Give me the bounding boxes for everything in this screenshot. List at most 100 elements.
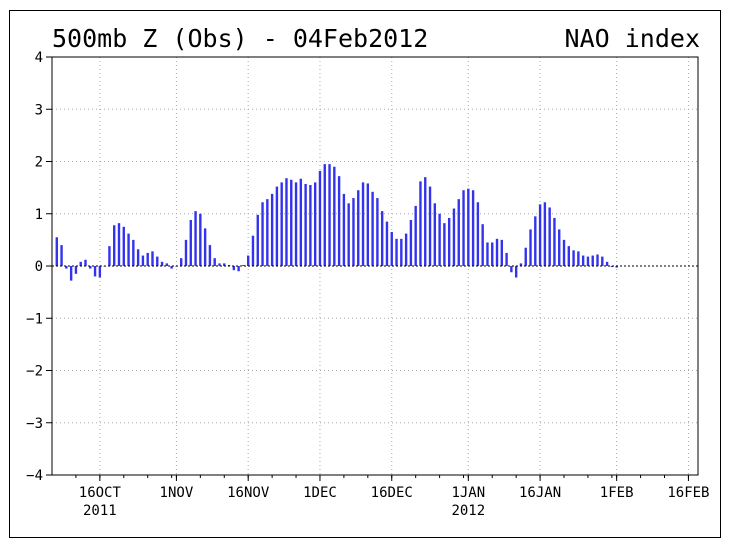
- bar: [261, 202, 264, 266]
- bar: [476, 202, 480, 266]
- bar: [414, 205, 417, 266]
- bar: [357, 190, 360, 266]
- bar: [194, 211, 197, 266]
- bar: [486, 242, 489, 266]
- bar: [424, 177, 427, 266]
- x-tick-year-label: 2011: [83, 503, 117, 519]
- bar: [98, 266, 102, 278]
- bar: [395, 238, 398, 266]
- bar: [280, 182, 283, 266]
- bar: [596, 254, 599, 266]
- bar: [132, 239, 135, 266]
- y-tick-label: 1: [35, 207, 43, 223]
- bar: [601, 256, 604, 266]
- bar: [223, 263, 226, 266]
- bar: [495, 238, 499, 266]
- bar: [294, 182, 298, 266]
- x-tick-label: 16DEC: [371, 485, 413, 501]
- bar: [581, 255, 585, 266]
- bar: [514, 266, 518, 278]
- bar: [352, 198, 355, 266]
- bar: [548, 207, 551, 266]
- bar: [390, 232, 393, 266]
- bar: [232, 266, 236, 271]
- bar: [84, 259, 87, 266]
- bar: [615, 266, 618, 268]
- bar: [591, 255, 594, 266]
- bar: [69, 266, 73, 281]
- bar: [256, 214, 259, 266]
- bar: [562, 239, 566, 266]
- bar: [558, 229, 561, 266]
- bar: [457, 199, 460, 266]
- bar: [151, 251, 154, 266]
- y-tick-label: 4: [35, 50, 43, 66]
- x-tick-label: 1NOV: [160, 485, 194, 501]
- bar: [89, 266, 92, 269]
- bar: [246, 255, 250, 266]
- bar: [505, 252, 508, 266]
- bar: [74, 266, 78, 274]
- axis-ticks: 4 3 2 1 0 −1 −2 −3 −4 16OCT 2011 1NOV 16NOV 1DEC 16DEC…: [26, 50, 709, 519]
- bar: [203, 228, 207, 266]
- bar: [199, 213, 202, 266]
- bar: [342, 193, 346, 266]
- x-tick-year-label: 2012: [451, 503, 485, 519]
- bar: [208, 245, 212, 266]
- bar: [318, 170, 322, 266]
- bar: [127, 233, 130, 266]
- x-tick-label: 1JAN: [451, 485, 485, 501]
- bar: [323, 164, 326, 266]
- bar: [534, 216, 537, 266]
- bar: [113, 225, 116, 266]
- bar: [218, 263, 221, 266]
- bar: [146, 252, 149, 266]
- bar: [380, 211, 384, 266]
- bar: [290, 179, 293, 266]
- bar: [117, 223, 121, 266]
- x-tick-label: 16JAN: [519, 485, 561, 501]
- bar: [481, 224, 484, 266]
- bar: [419, 181, 422, 266]
- bar: [299, 178, 303, 266]
- bar: [361, 182, 365, 266]
- x-tick-label: 1DEC: [303, 485, 337, 501]
- chart-frame: [9, 10, 721, 538]
- bar: [304, 183, 307, 266]
- y-tick-label: −1: [26, 311, 43, 327]
- bar: [275, 186, 279, 266]
- bar: [333, 166, 336, 266]
- bar: [491, 242, 494, 266]
- bar: [270, 193, 274, 266]
- bars: [55, 164, 618, 281]
- bar: [184, 239, 188, 266]
- bar: [452, 208, 456, 266]
- x-tick-label: 16NOV: [227, 485, 270, 501]
- bar: [510, 266, 513, 273]
- bar: [467, 188, 470, 266]
- bar: [189, 220, 192, 266]
- bar: [170, 266, 173, 269]
- bar: [404, 233, 408, 266]
- bar: [572, 250, 575, 266]
- bar: [141, 255, 145, 266]
- bar: [438, 213, 441, 266]
- bar: [213, 258, 216, 266]
- bar: [165, 263, 169, 266]
- bar: [93, 266, 97, 277]
- bar: [227, 264, 231, 266]
- x-tick-label: 16FEB: [667, 485, 709, 501]
- y-tick-label: −4: [26, 468, 43, 484]
- bar: [313, 182, 317, 266]
- bar: [400, 238, 403, 266]
- bar: [347, 203, 350, 266]
- y-tick-label: −2: [26, 364, 43, 380]
- bar: [605, 261, 609, 266]
- bar: [538, 204, 542, 266]
- bar: [447, 217, 451, 266]
- bar: [156, 256, 159, 266]
- y-tick-label: 0: [35, 259, 43, 275]
- bar: [385, 221, 389, 266]
- y-tick-label: 2: [35, 155, 43, 171]
